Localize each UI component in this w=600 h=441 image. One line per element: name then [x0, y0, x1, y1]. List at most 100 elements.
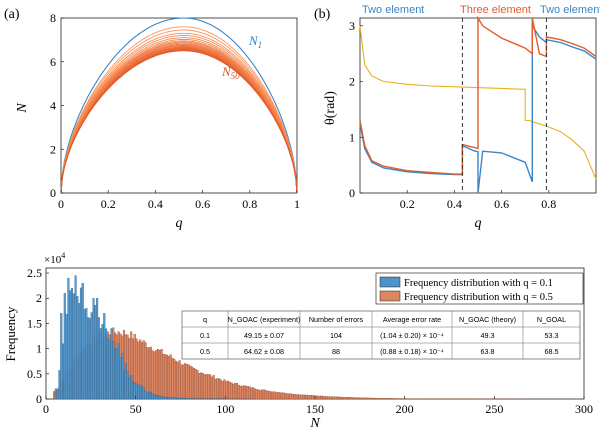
histogram-bar-q01	[171, 397, 174, 400]
histogram-bar-q05	[286, 393, 289, 400]
histogram-bar-q05	[334, 396, 337, 400]
histogram-bar-q05	[293, 394, 296, 400]
histogram-bar-q01	[103, 313, 106, 400]
histogram-bar-q01	[157, 395, 160, 400]
panel-a-x-tick-label: 0.4	[148, 197, 163, 211]
panel-a-y-tick-label: 6	[50, 55, 56, 69]
histogram-bar-q05	[384, 398, 387, 400]
panel-c-y-tick-label: 1	[36, 342, 42, 356]
histogram-bar-q05	[347, 397, 350, 400]
histogram-bar-q01	[119, 357, 122, 400]
histogram-bar-q05	[311, 395, 314, 400]
histogram-bar-q05	[348, 397, 351, 400]
histogram-bar-q05	[331, 396, 334, 400]
histogram-bar-q01	[79, 287, 82, 400]
panel-c-x-label: N	[309, 416, 320, 431]
panel-b-y-ticks: 0 1 2 3	[349, 19, 363, 200]
panel-a-curve-5	[60, 35, 298, 194]
panel-c-x-tick-label: 100	[216, 402, 234, 416]
histogram-bar-q05	[232, 383, 235, 400]
panel-c-x-tick-label: 300	[575, 402, 593, 416]
histogram-bar-q01	[144, 390, 147, 400]
table-cell: 64.62 ± 0.08	[244, 347, 284, 356]
table-cell: 68.5	[545, 347, 559, 356]
histogram-bar-q05	[370, 397, 373, 400]
histogram-bar-q01	[142, 387, 145, 400]
histogram-bar-q05	[323, 396, 326, 400]
histogram-bar-q05	[155, 350, 158, 400]
annotation-n50-sub: 50	[231, 71, 241, 81]
histogram-bar-q05	[300, 394, 303, 400]
histogram-bar-q05	[219, 379, 222, 400]
histogram-bar-q05	[275, 392, 278, 400]
histogram-bar-q01	[128, 377, 131, 400]
histogram-bar-q05	[167, 356, 170, 400]
panel-b-y-tick-label: 0	[349, 186, 355, 200]
histogram-bar-q05	[171, 357, 174, 400]
panel-a-curve-10	[60, 42, 298, 194]
panel-a-y-tick-label: 2	[50, 142, 56, 156]
histogram-bar-q05	[383, 398, 386, 400]
histogram-bar-q05	[235, 383, 239, 400]
panel-b-x-label: q	[475, 216, 482, 231]
panel-a-y-ticks: 0 2 4 6 8	[50, 11, 64, 200]
histogram-bar-q01	[56, 388, 59, 400]
histogram-bar-q01	[185, 398, 188, 400]
histogram-bar-q01	[139, 385, 142, 400]
histogram-bar-q01	[110, 328, 113, 400]
panel-a-x-tick-label: 1	[294, 197, 300, 211]
histogram-bar-q05	[237, 384, 240, 400]
table-cell: 88	[332, 347, 340, 356]
histogram-bar-q05	[246, 386, 249, 400]
histogram-bar-q05	[291, 394, 294, 400]
annotation-n50: N50	[221, 64, 240, 81]
histogram-bar-q01	[167, 397, 170, 400]
histogram-bar-q05	[191, 366, 194, 400]
histogram-bar-q01	[101, 324, 104, 400]
results-table-frame	[181, 310, 581, 360]
panel-c-y-ticks: 0 0.5 1 1.5 2 2.5	[27, 266, 49, 406]
histogram-bar-q05	[287, 393, 291, 400]
region-label-three-element: Three element	[460, 4, 531, 16]
histogram-bar-q05	[178, 360, 181, 400]
histogram-bar-q01	[148, 391, 151, 400]
histogram-bar-q05	[241, 385, 244, 400]
histogram-bar-q05	[289, 393, 292, 400]
table-cell: (0.88 ± 0.18) × 10⁻⁴	[380, 347, 444, 356]
histogram-bar-q01	[126, 371, 129, 400]
histogram-bar-q01	[88, 318, 91, 400]
histogram-bar-q01	[160, 396, 163, 400]
histogram-bar-q01	[63, 293, 66, 400]
histogram-bar-q05	[356, 397, 359, 400]
panel-b-x-tick-label: 0.8	[541, 197, 556, 211]
histogram-bar-q05	[201, 373, 204, 400]
histogram-bar-q05	[153, 351, 156, 400]
y-multiplier-base: ×10	[44, 254, 62, 266]
histogram-bar-q05	[338, 396, 341, 400]
panel-c-x-tick-label: 150	[306, 402, 324, 416]
histogram-bar-q05	[365, 397, 368, 400]
histogram-bar-q01	[94, 305, 97, 400]
histogram-bar-q05	[189, 365, 192, 400]
histogram-bar-q05	[196, 370, 199, 400]
histogram-bar-q01	[153, 394, 156, 400]
histogram-bar-q01	[58, 370, 61, 400]
histogram-bar-q05	[366, 397, 369, 400]
histogram-bar-q01	[83, 309, 86, 400]
histogram-bar-q05	[207, 374, 210, 400]
panel-a-x-tick-label: 0.8	[242, 197, 257, 211]
panel-c-y-tick-label: 0.5	[27, 367, 42, 381]
legend-swatch-q05	[379, 290, 401, 302]
histogram-bar-q01	[114, 348, 117, 400]
histogram-bar-q05	[379, 398, 382, 400]
histogram-bar-q05	[307, 395, 310, 400]
panel-c-y-tick-label: 2	[36, 291, 42, 305]
histogram-bar-q05	[318, 395, 321, 400]
histogram-bar-q05	[270, 391, 273, 400]
histogram-bar-q05	[341, 397, 344, 400]
panel-b-y-tick-label: 2	[349, 75, 355, 89]
histogram-bar-q05	[250, 387, 253, 400]
histogram-bar-q01	[176, 397, 179, 400]
histogram-bar-q01	[162, 396, 165, 400]
